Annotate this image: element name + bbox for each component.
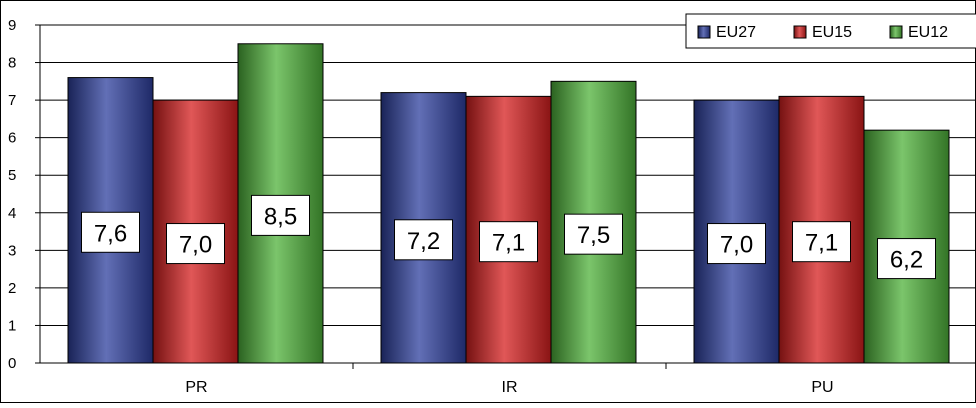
data-label: 6,2: [890, 247, 923, 274]
data-label: 7,0: [720, 232, 753, 259]
data-label-box: [792, 221, 851, 263]
data-label: 7,1: [492, 230, 525, 257]
legend-swatch-eu27: [697, 25, 711, 39]
y-tick-label: 8: [8, 55, 16, 72]
data-label: 8,5: [264, 203, 297, 230]
data-label-box: [394, 219, 453, 261]
data-label-box: [479, 221, 538, 263]
x-tick-label: PU: [811, 379, 833, 396]
legend-swatch-eu15: [793, 25, 807, 39]
legend-label-eu15: EU15: [812, 24, 852, 41]
y-tick-label: 3: [8, 242, 16, 259]
legend-swatch-eu12: [889, 25, 903, 39]
data-label-box: [251, 194, 310, 236]
y-tick-label: 6: [8, 130, 16, 147]
legend-label-eu27: EU27: [716, 24, 756, 41]
data-label-box: [81, 211, 140, 253]
x-tick-label: IR: [502, 379, 518, 396]
legend: EU27 EU15 EU12: [685, 13, 976, 49]
data-label: 7,1: [805, 230, 838, 257]
legend-box: [685, 13, 976, 49]
y-tick-label: 5: [8, 167, 16, 184]
y-tick-label: 0: [8, 355, 16, 372]
y-tick-label: 4: [8, 205, 16, 222]
data-labels: 7,6 7,0 8,5 7,2 7,1 7,5 7,0 7,1 6,2: [81, 194, 936, 280]
legend-label-eu12: EU12: [908, 24, 948, 41]
data-label-box: [564, 213, 623, 255]
y-tick-label: 7: [8, 92, 16, 109]
x-tick-label: PR: [185, 379, 207, 396]
data-label-box: [707, 223, 766, 265]
data-label: 7,0: [179, 232, 212, 259]
data-label: 7,2: [407, 228, 440, 255]
data-label-box: [877, 238, 936, 280]
y-tick-label: 1: [8, 317, 16, 334]
y-tick-label: 2: [8, 280, 16, 297]
data-label: 7,5: [577, 222, 610, 249]
data-label-box: [166, 223, 225, 265]
axes: 0 1 2 3 4 5 6 7 8 9 PR IR PU: [8, 17, 976, 396]
y-tick-label: 9: [8, 17, 16, 34]
data-label: 7,6: [94, 220, 127, 247]
